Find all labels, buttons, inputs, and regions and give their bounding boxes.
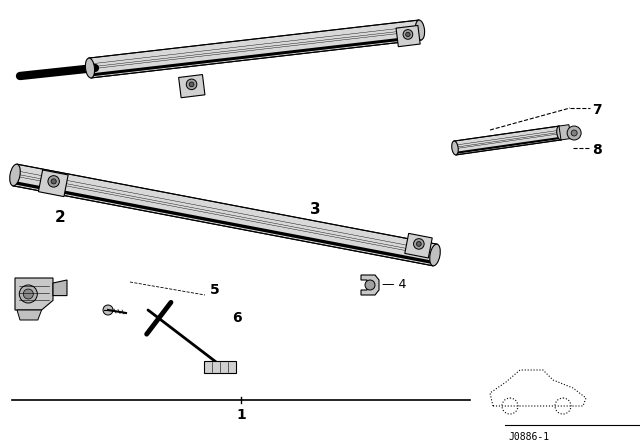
Polygon shape [454, 126, 561, 155]
Polygon shape [361, 275, 379, 295]
Ellipse shape [557, 126, 563, 140]
Text: 5: 5 [210, 283, 220, 297]
Circle shape [186, 79, 197, 90]
Circle shape [413, 239, 424, 249]
Polygon shape [53, 280, 67, 296]
Ellipse shape [429, 244, 440, 266]
Polygon shape [14, 177, 435, 259]
Circle shape [189, 82, 194, 87]
Circle shape [103, 305, 113, 315]
Polygon shape [559, 125, 571, 140]
Polygon shape [17, 310, 42, 320]
Ellipse shape [415, 20, 424, 40]
Circle shape [571, 130, 577, 136]
Polygon shape [13, 164, 437, 266]
Circle shape [417, 241, 421, 246]
Circle shape [51, 179, 56, 184]
Circle shape [406, 32, 410, 37]
Polygon shape [455, 134, 561, 151]
Ellipse shape [85, 58, 95, 78]
Ellipse shape [452, 141, 458, 155]
Polygon shape [38, 170, 68, 197]
Polygon shape [204, 361, 236, 373]
Circle shape [403, 30, 413, 39]
Text: — 4: — 4 [382, 279, 406, 292]
Polygon shape [13, 181, 434, 264]
Polygon shape [15, 278, 53, 310]
Polygon shape [396, 26, 420, 47]
Text: 2: 2 [55, 211, 66, 225]
Circle shape [19, 285, 37, 303]
Text: 1: 1 [236, 408, 246, 422]
Text: 6: 6 [232, 311, 242, 325]
Text: 7: 7 [592, 103, 602, 117]
Polygon shape [404, 233, 432, 258]
Text: 3: 3 [310, 202, 321, 217]
Polygon shape [179, 74, 205, 98]
Ellipse shape [10, 164, 20, 186]
Polygon shape [91, 35, 421, 77]
Polygon shape [89, 20, 421, 78]
Text: 8: 8 [592, 143, 602, 157]
Polygon shape [456, 137, 561, 154]
Text: J0886-1: J0886-1 [508, 432, 549, 442]
Circle shape [48, 176, 60, 187]
Circle shape [365, 280, 375, 290]
Circle shape [567, 126, 581, 140]
Circle shape [23, 289, 33, 299]
Polygon shape [90, 32, 420, 72]
